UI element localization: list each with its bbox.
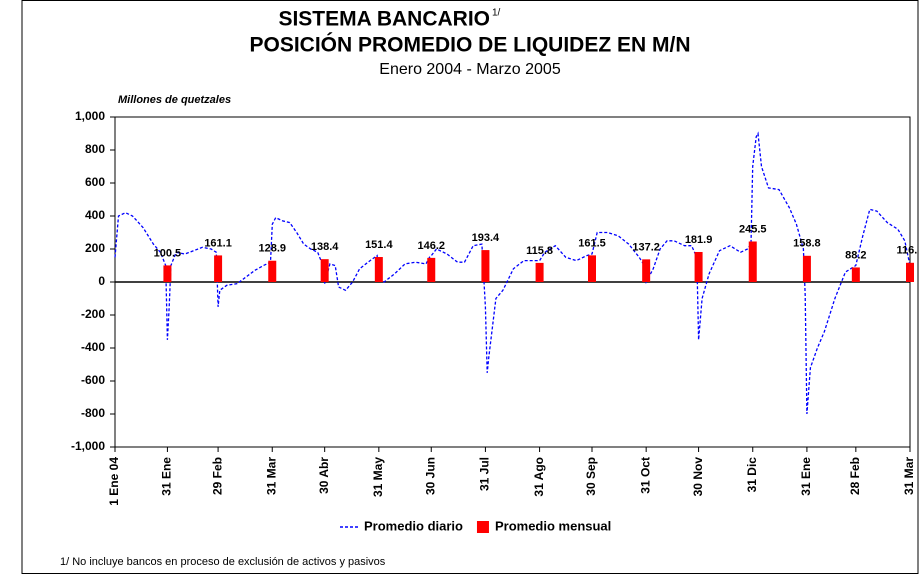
value-label: 115.8 — [526, 245, 553, 257]
bar — [214, 255, 223, 282]
value-label: 138.4 — [311, 241, 339, 253]
daily-line — [114, 131, 911, 415]
title-note: 1/ — [492, 8, 501, 19]
value-label: 245.5 — [739, 223, 767, 235]
y-axis-label: Millones de quetzales — [118, 94, 231, 106]
title-group: SISTEMA BANCARIO 1/ — [278, 8, 500, 31]
chart-subtitle: POSICIÓN PROMEDIO DE LIQUIDEZ EN M/N — [249, 33, 690, 57]
x-tick-label: 31 Oct — [638, 457, 652, 494]
bar — [481, 250, 490, 282]
value-label: 161.1 — [204, 237, 232, 249]
value-label: 88.2 — [845, 249, 866, 261]
x-tick-label: 30 Nov — [691, 457, 705, 497]
value-label: 116.4 — [897, 245, 920, 257]
y-tick-label: 1,000 — [75, 109, 105, 123]
bar — [268, 260, 277, 282]
x-tick-label: 31 Ago — [532, 457, 546, 497]
bar — [535, 262, 544, 282]
x-tick-label: 31 Ene — [799, 457, 813, 496]
y-tick-label: 200 — [85, 241, 105, 255]
bar — [748, 241, 757, 282]
value-label: 193.4 — [472, 232, 500, 244]
plot-content: 100.5 161.1 128.9 138.4 151.4 146.2 193.4 115.8… — [114, 131, 920, 415]
y-tick-label: -1,000 — [71, 439, 105, 453]
bar — [374, 257, 383, 282]
y-tick-label: 600 — [85, 175, 105, 189]
value-label: 158.8 — [793, 238, 821, 250]
bar — [802, 255, 811, 282]
x-tick-label: 1 Ene 04 — [107, 457, 121, 506]
y-tick-label: -800 — [81, 406, 105, 420]
x-tick-label: 31 Jul — [478, 457, 492, 491]
y-tick-label: -600 — [81, 373, 105, 387]
x-tick-label: 29 Feb — [210, 457, 224, 495]
value-label: 181.9 — [685, 234, 713, 246]
y-tick-label: 800 — [85, 142, 105, 156]
x-tick-label: 31 Ene — [160, 457, 174, 496]
bar — [427, 257, 436, 282]
value-label: 161.5 — [578, 237, 606, 249]
bar — [694, 251, 703, 282]
y-tick-label: -200 — [81, 307, 105, 321]
chart-title: SISTEMA BANCARIO — [278, 8, 490, 31]
legend-label: Promedio mensual — [495, 518, 611, 533]
frame — [21, 0, 919, 574]
x-tick-label: 31 Dic — [745, 457, 759, 493]
x-tick-label: 30 Abr — [317, 457, 331, 494]
value-label: 137.2 — [632, 241, 660, 253]
y-tick-label: -400 — [81, 340, 105, 354]
x-tick-label: 31 Mar — [264, 457, 278, 495]
y-tick-label: 0 — [98, 274, 105, 288]
y-tick-label: 400 — [85, 208, 105, 222]
bar — [163, 265, 172, 282]
value-label: 151.4 — [365, 239, 393, 251]
legend-swatch — [476, 521, 489, 533]
value-label: 100.5 — [154, 247, 182, 259]
value-label: 128.9 — [258, 243, 286, 255]
x-tick-label: 31 Mar — [902, 457, 916, 495]
x-tick-label: 30 Sep — [584, 457, 598, 496]
x-tick-label: 28 Feb — [848, 457, 862, 495]
bar — [851, 267, 860, 282]
x-tick-label: 31 May — [371, 457, 385, 497]
x-tick-label: 30 Jun — [423, 457, 437, 495]
legend-label: Promedio diario — [364, 518, 463, 533]
value-label: 146.2 — [417, 240, 445, 252]
bar — [588, 255, 596, 282]
bar — [906, 262, 914, 282]
bar — [320, 259, 329, 282]
footnote: 1/ No incluye bancos en proceso de exclu… — [60, 556, 386, 568]
bar — [642, 259, 651, 282]
period: Enero 2004 - Marzo 2005 — [379, 61, 561, 78]
